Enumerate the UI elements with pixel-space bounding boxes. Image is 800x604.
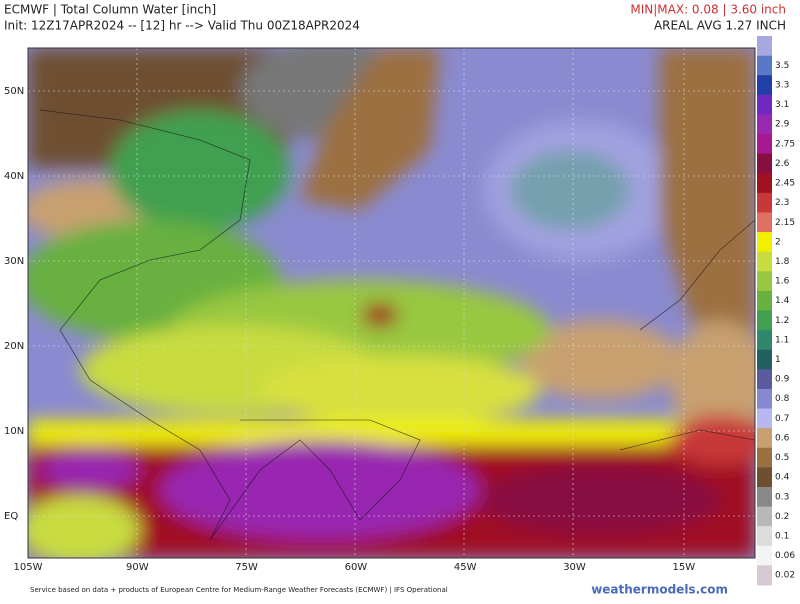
colorbar-label: 1.1	[775, 335, 789, 345]
colorbar-swatch	[757, 428, 772, 449]
lat-label: 20N	[4, 341, 24, 352]
lat-label: EQ	[4, 511, 18, 522]
colorbar-swatch	[757, 349, 772, 370]
lon-label: 45W	[454, 562, 477, 573]
colorbar-swatch	[757, 232, 772, 253]
colorbar-swatch	[757, 55, 772, 76]
lat-label: 50N	[4, 86, 24, 97]
header-minmax: MIN|MAX: 0.08 | 3.60 inch	[630, 3, 786, 17]
colorbar-label: 1.4	[775, 296, 790, 306]
colorbar-label: 2.6	[775, 159, 790, 169]
lon-label: 75W	[235, 562, 258, 573]
colorbar-label: 0.4	[775, 473, 790, 483]
colorbar-label: 2.9	[775, 120, 790, 130]
header-title: ECMWF | Total Column Water [inch]	[4, 3, 216, 17]
colorbar-label: 0.8	[775, 394, 790, 404]
colorbar-swatch	[757, 134, 772, 155]
colorbar-swatch	[757, 36, 772, 56]
colorbar-label: 0.9	[775, 375, 790, 385]
colorbar-swatch	[757, 486, 772, 508]
lon-label: 90W	[126, 562, 149, 573]
lon-label: 15W	[672, 562, 695, 573]
colorbar-label: 3.1	[775, 100, 789, 110]
colorbar-label: 0.3	[775, 492, 789, 502]
colorbar-swatch	[757, 114, 772, 135]
colorbar-swatch	[757, 565, 772, 586]
colorbar-label: 0.02	[775, 571, 795, 581]
lon-label: 105W	[14, 562, 43, 573]
longitude-labels: 105W 90W 75W 60W 45W 30W 15W	[14, 562, 696, 573]
colorbar-swatch	[757, 545, 772, 566]
colorbar-swatch	[757, 506, 772, 527]
colorbar-label: 1.6	[775, 277, 790, 287]
colorbar-swatch	[757, 408, 772, 429]
colorbar-swatch	[757, 153, 772, 174]
colorbar-label: 0.06	[775, 551, 795, 561]
footer-site: weathermodels.com	[591, 583, 728, 597]
colorbar-label: 2.3	[775, 198, 789, 208]
colorbar-swatch	[757, 94, 772, 115]
colorbar-swatch	[757, 75, 772, 96]
colorbar-label: 0.2	[775, 512, 789, 522]
colorbar-label: 1.2	[775, 316, 789, 326]
colorbar-swatch	[757, 526, 772, 547]
colorbar-label: 2	[775, 237, 781, 247]
colorbar-swatch	[757, 330, 772, 351]
lat-label: 10N	[4, 426, 24, 437]
colorbar-swatch	[757, 192, 772, 213]
colorbar-label: 3.3	[775, 81, 789, 91]
colorbar-swatch	[757, 369, 772, 390]
colorbar-label: 2.15	[775, 218, 795, 228]
colorbar: 3.5 3.3 3.1 2.9 2.75 2.6 2.45 2.3 2.15 2 1.8 1.6 1.4…	[757, 36, 795, 586]
colorbar-swatch	[757, 271, 772, 292]
colorbar-label: 0.7	[775, 414, 789, 424]
latitude-labels: 50N 40N 30N 20N 10N EQ	[4, 86, 24, 522]
colorbar-swatch	[757, 251, 772, 272]
colorbar-label: 1	[775, 355, 781, 365]
colorbar-label: 0.6	[775, 433, 790, 443]
lon-label: 60W	[345, 562, 368, 573]
colorbar-swatch	[757, 310, 772, 331]
map-field	[28, 48, 755, 558]
colorbar-swatch	[757, 447, 772, 468]
lat-label: 40N	[4, 171, 24, 182]
lat-label: 30N	[4, 256, 24, 267]
footer-credit: Service based on data + products of Euro…	[30, 586, 448, 594]
colorbar-swatch	[757, 467, 772, 488]
colorbar-label: 3.5	[775, 61, 789, 71]
header-avg: AREAL AVG 1.27 INCH	[654, 19, 786, 33]
colorbar-label: 0.5	[775, 453, 789, 463]
colorbar-label: 0.1	[775, 531, 789, 541]
colorbar-swatch	[757, 173, 772, 194]
header-init: Init: 12Z17APR2024 -- [12] hr --> Valid …	[4, 19, 360, 33]
colorbar-label: 2.75	[775, 139, 795, 149]
colorbar-swatch	[757, 212, 772, 233]
colorbar-label: 1.8	[775, 257, 790, 267]
colorbar-label: 2.45	[775, 179, 795, 189]
lon-label: 30W	[563, 562, 586, 573]
colorbar-swatch	[757, 290, 772, 311]
colorbar-swatch	[757, 388, 772, 410]
